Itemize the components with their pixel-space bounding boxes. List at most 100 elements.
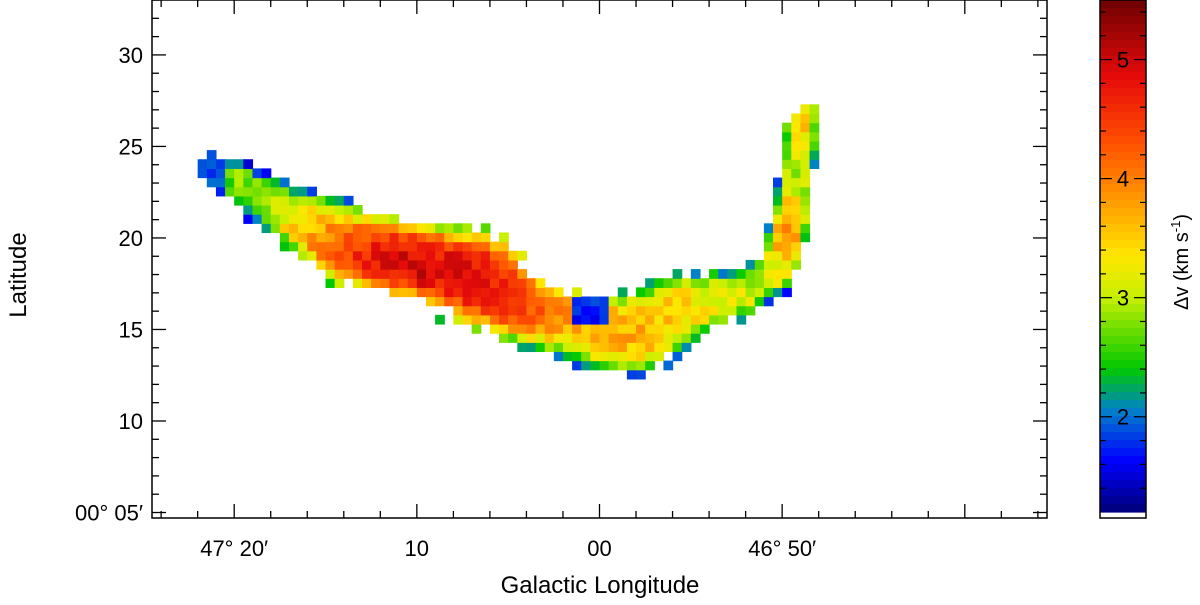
heatmap-cell (809, 159, 820, 169)
heatmap-cell (617, 333, 628, 343)
heatmap-cell (489, 323, 500, 334)
heatmap-cell (626, 369, 637, 380)
heatmap-cell (718, 278, 728, 288)
heatmap-cell (325, 250, 336, 261)
heatmap-cell (480, 287, 491, 298)
x-tick-labels: 47° 20′ 10 00 46° 50′ (200, 536, 816, 561)
heatmap-cell (371, 259, 381, 270)
heatmap-cell (435, 287, 445, 298)
y-tick-label: 10 (119, 409, 143, 434)
heatmap-cell (407, 232, 418, 243)
heatmap-cell (243, 168, 254, 179)
heatmap-cell (444, 232, 454, 243)
heatmap-cell (699, 314, 710, 325)
colorbar-strip (1100, 368, 1146, 377)
heatmap-cell (608, 323, 619, 334)
heatmap-cell (599, 314, 610, 325)
heatmap-cell (645, 360, 655, 371)
heatmap-cell (352, 214, 363, 224)
heatmap-cell (782, 278, 792, 288)
colorbar-strip (1100, 160, 1146, 169)
colorbar-strip (1100, 392, 1146, 401)
heatmap-cell (562, 305, 573, 316)
colorbar-strip (1100, 112, 1146, 121)
heatmap-cell (343, 241, 354, 252)
heatmap-cell (206, 168, 217, 179)
heatmap-cell (499, 232, 509, 243)
heatmap-cell (535, 323, 546, 334)
colorbar-strip (1100, 48, 1146, 57)
heatmap-cell (517, 305, 528, 316)
heatmap-cell (334, 278, 345, 288)
heatmap-cell (389, 278, 400, 288)
heatmap-cell (325, 223, 336, 234)
heatmap-cell (517, 323, 528, 334)
x-axis-title: Galactic Longitude (501, 572, 700, 599)
heatmap-cell (389, 269, 400, 279)
heatmap-cell (535, 333, 546, 343)
heatmap-cell (782, 250, 792, 261)
heatmap-cell (526, 333, 537, 343)
heatmap-cell (727, 287, 738, 298)
heatmap-cell (654, 287, 665, 298)
heatmap-cell (343, 205, 354, 215)
heatmap-cell (489, 269, 500, 279)
heatmap-cell (763, 241, 774, 252)
heatmap-cell (435, 314, 445, 325)
heatmap-cell (681, 296, 692, 307)
heatmap-cell (362, 259, 372, 270)
heatmap-cell (480, 232, 491, 243)
heatmap-cell (663, 342, 674, 353)
heatmap-cell (800, 195, 811, 206)
heatmap-cell (416, 287, 427, 298)
heatmap-cell (307, 232, 317, 243)
heatmap-cell (782, 122, 792, 133)
heatmap-cell (663, 296, 674, 307)
heatmap-cell (690, 305, 701, 316)
heatmap-cell (645, 323, 655, 334)
heatmap-cell (709, 305, 719, 316)
heatmap-cell (608, 296, 619, 307)
heatmap-cell (435, 250, 445, 261)
heatmap-cell (416, 232, 427, 243)
heatmap-cell (425, 241, 436, 252)
heatmap-cell (462, 241, 473, 252)
heatmap-cell (261, 214, 272, 224)
heatmap-cell (599, 342, 610, 353)
colorbar-strip (1100, 168, 1146, 177)
heatmap-cell (480, 223, 491, 234)
heatmap-cell (590, 360, 601, 371)
heatmap-cell (544, 305, 555, 316)
colorbar-strip (1100, 136, 1146, 145)
heatmap-cell (517, 278, 528, 288)
heatmap-cell (526, 278, 537, 288)
heatmap-cell (462, 269, 473, 279)
colorbar-strip (1100, 480, 1146, 489)
axis-ticks (152, 0, 1047, 518)
heatmap-cell (325, 278, 336, 288)
heatmap-cell (636, 287, 646, 298)
heatmap-cell (782, 195, 792, 206)
heatmap-cell (782, 150, 792, 160)
heatmap-cell (298, 186, 308, 197)
heatmap-cell (499, 269, 509, 279)
colorbar-strip (1100, 200, 1146, 209)
heatmap-cell (581, 314, 591, 325)
heatmap-cell (316, 195, 327, 206)
heatmap-cell (343, 223, 354, 234)
heatmap-cell (690, 314, 701, 325)
heatmap-cell (307, 241, 317, 252)
heatmap-cell (645, 333, 655, 343)
heatmap-cell (508, 259, 518, 270)
heatmap-cell (581, 360, 591, 371)
heatmap-cell (773, 186, 783, 197)
heatmap-cell (298, 195, 308, 206)
heatmap-cell (763, 278, 774, 288)
heatmap-cell (736, 269, 747, 279)
heatmap-cell (362, 214, 372, 224)
heatmap-cell (243, 186, 254, 197)
heatmap-cell (270, 214, 281, 224)
heatmap-cell (462, 259, 473, 270)
heatmap-cell (352, 205, 363, 215)
heatmap-cell (626, 333, 637, 343)
